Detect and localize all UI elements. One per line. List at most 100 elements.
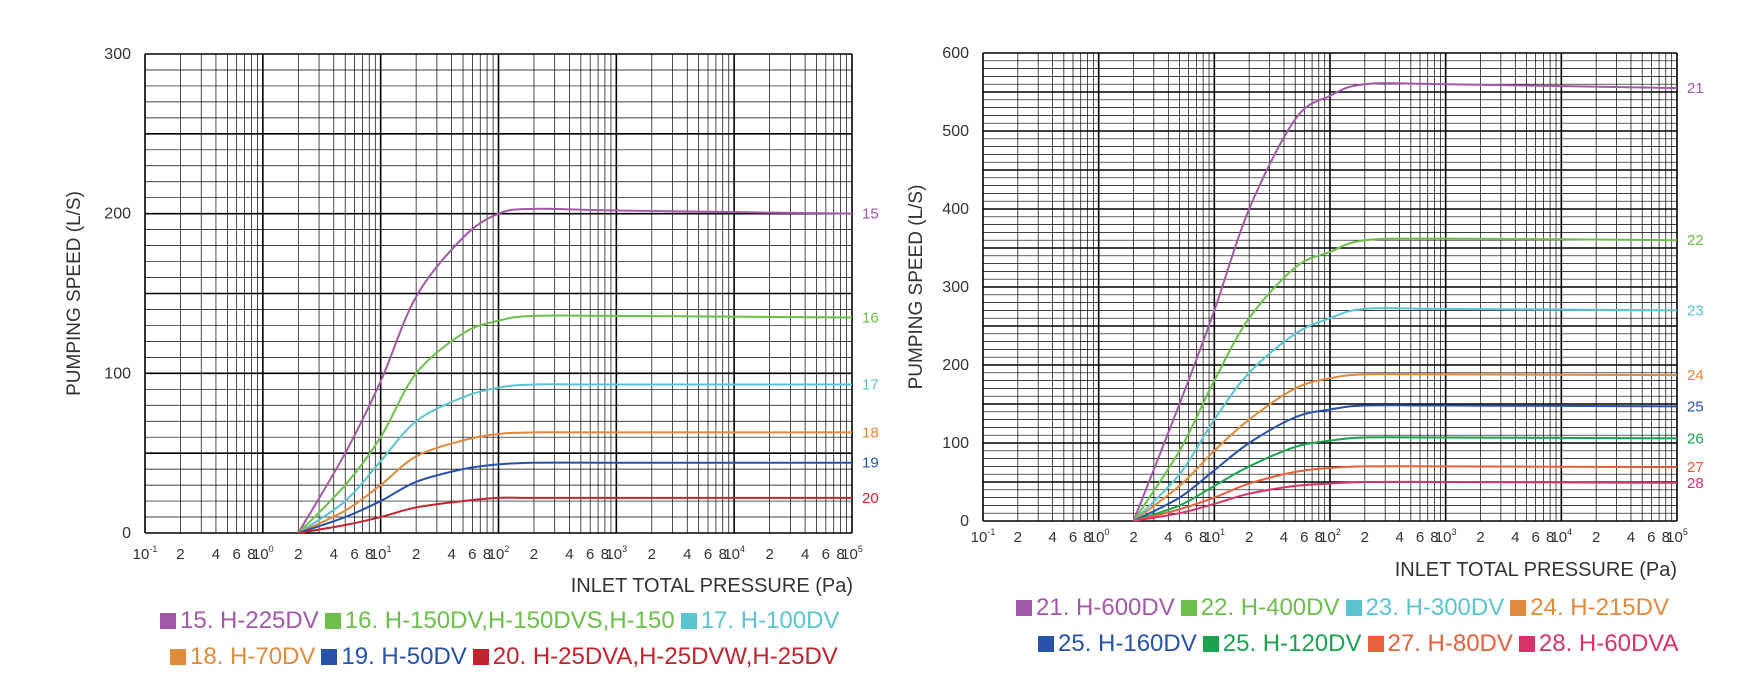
x-tick-label: 2: [648, 546, 656, 563]
x-tick-label: 8: [1662, 529, 1670, 546]
x-tick-label: 8: [1315, 529, 1323, 546]
legend-item: 23. H-300DV: [1345, 590, 1505, 626]
legend-swatch: [1038, 636, 1054, 652]
grid: [144, 53, 853, 534]
x-tick-label: 4: [1627, 529, 1635, 546]
series-21-line: [1132, 82, 1678, 522]
legend-text: 23. H-300DV: [1365, 594, 1505, 621]
legend-row: 25. H-160DV 25. H-120DV 27. H-80DV 28. H-60…: [1038, 626, 1685, 662]
x-tick-label: 8: [1430, 529, 1438, 546]
x-tick-label: 8: [1083, 529, 1091, 546]
legend-text: 19. H-50DV: [341, 643, 467, 670]
x-tick-label: 2: [176, 546, 184, 563]
legend-swatch: [1518, 636, 1535, 652]
series-15-line: [297, 207, 853, 534]
legend-item: 24. H-215DV: [1510, 590, 1669, 626]
x-tick-label: 2: [1361, 529, 1369, 546]
x-tick-label: 8: [836, 546, 844, 563]
x-tick-label: 8: [365, 546, 373, 563]
x-tick-label: 104: [1550, 527, 1572, 546]
y-tick-label: 100: [942, 435, 969, 452]
x-tick-label: 6: [704, 546, 712, 563]
series-22-line: [1132, 237, 1678, 522]
legend-text: 21. H-600DV: [1036, 594, 1175, 621]
y-tick-label: 200: [104, 206, 131, 223]
series-18-end-label: 18: [862, 424, 879, 441]
x-tick-label: 6: [350, 546, 358, 563]
series-19-line: [297, 461, 852, 534]
x-tick-label: 2: [530, 546, 538, 563]
y-tick-label: 0: [122, 525, 131, 542]
x-tick-label: 2: [294, 546, 302, 563]
x-tick-label: 100: [252, 544, 274, 563]
x-tick-label: 6: [1069, 529, 1077, 546]
x-tick-label: 8: [1546, 529, 1554, 546]
x-tick-label: 10-1: [971, 527, 996, 546]
y-tick-label: 400: [942, 201, 969, 218]
x-tick-label: 8: [1199, 529, 1207, 546]
x-tick-label: 6: [822, 546, 830, 563]
legend-item: 19. H-50DV: [321, 639, 467, 675]
legend-text: 17. H-100DV: [700, 607, 840, 634]
legend-text: 18. H-70DV: [190, 643, 316, 670]
grid: [982, 52, 1678, 522]
x-axis-label: INLET TOTAL PRESSURE (Pa): [1395, 559, 1677, 581]
legend-swatch: [472, 649, 489, 665]
y-tick-label: 500: [942, 123, 969, 140]
series-23-end-label: 23: [1687, 302, 1704, 319]
series-15-end-label: 15: [862, 206, 879, 223]
legend-item: 27. H-80DV: [1367, 626, 1513, 662]
x-tick-label: 6: [233, 546, 241, 563]
legend-swatch: [1367, 636, 1384, 652]
x-tick-label: 100: [1088, 527, 1110, 546]
y-tick-label: 300: [942, 279, 969, 296]
x-tick-label: 102: [488, 544, 510, 563]
x-tick-label: 4: [1048, 529, 1056, 546]
y-tick-label: 300: [104, 46, 131, 63]
x-tick-label: 4: [801, 546, 809, 563]
y-tick-label: 100: [104, 365, 131, 382]
x-tick-label: 2: [1592, 529, 1600, 546]
x-tick-label: 2: [1014, 529, 1022, 546]
legend-text: 22. H-400DV: [1200, 594, 1340, 621]
x-tick-label: 6: [1416, 529, 1424, 546]
legend-item: 18. H-70DV: [170, 639, 315, 675]
legend-text: 16. H-150DV,H-150DVS,H-150: [344, 607, 675, 634]
x-axis-label: INLET TOTAL PRESSURE (Pa): [571, 575, 853, 597]
x-tick-label: 2: [1129, 529, 1137, 546]
x-tick-label: 2: [1245, 529, 1253, 546]
x-tick-label: 6: [1300, 529, 1308, 546]
series-28-end-label: 28: [1687, 475, 1704, 492]
x-tick-label: 101: [370, 544, 392, 563]
x-tick-label: 4: [1511, 529, 1519, 546]
series-20-end-label: 20: [862, 490, 879, 507]
legend-row: 15. H-225DV 16. H-150DV,H-150DVS,H-150 17.…: [160, 603, 845, 639]
x-tick-label: 105: [841, 544, 863, 563]
legend-right: 21. H-600DV 22. H-400DV 23. H-300DV 24. H-2…: [1016, 590, 1685, 662]
legend-row: 21. H-600DV 22. H-400DV 23. H-300DV 24. H-2…: [1016, 590, 1685, 626]
x-tick-label: 102: [1319, 527, 1341, 546]
series-20-line: [298, 496, 852, 534]
legend-swatch: [170, 649, 186, 665]
y-tick-label: 0: [960, 513, 969, 530]
x-tick-label: 6: [1647, 529, 1655, 546]
series-25-line: [1133, 404, 1678, 522]
series-19-end-label: 19: [862, 455, 879, 472]
series-21-end-label: 21: [1687, 80, 1704, 97]
series-17-line: [297, 383, 852, 534]
legend-text: 15. H-225DV: [180, 607, 319, 634]
legend-text: 27. H-80DV: [1387, 630, 1513, 657]
legend-item: 25. H-120DV: [1202, 626, 1362, 662]
x-tick-label: 4: [212, 546, 220, 563]
legend-swatch: [1016, 600, 1032, 616]
y-tick-label: 200: [942, 357, 969, 374]
legend-swatch: [1345, 600, 1362, 616]
legend-item: 28. H-60DVA: [1518, 626, 1679, 662]
x-tick-label: 4: [330, 546, 338, 563]
legend-row: 18. H-70DV 19. H-50DV 20. H-25DVA,H-25DVW,…: [170, 639, 845, 675]
x-tick-label: 4: [447, 546, 455, 563]
x-tick-label: 4: [1395, 529, 1403, 546]
x-tick-label: 6: [468, 546, 476, 563]
legend-text: 20. H-25DVA,H-25DVW,H-25DV: [492, 643, 838, 670]
